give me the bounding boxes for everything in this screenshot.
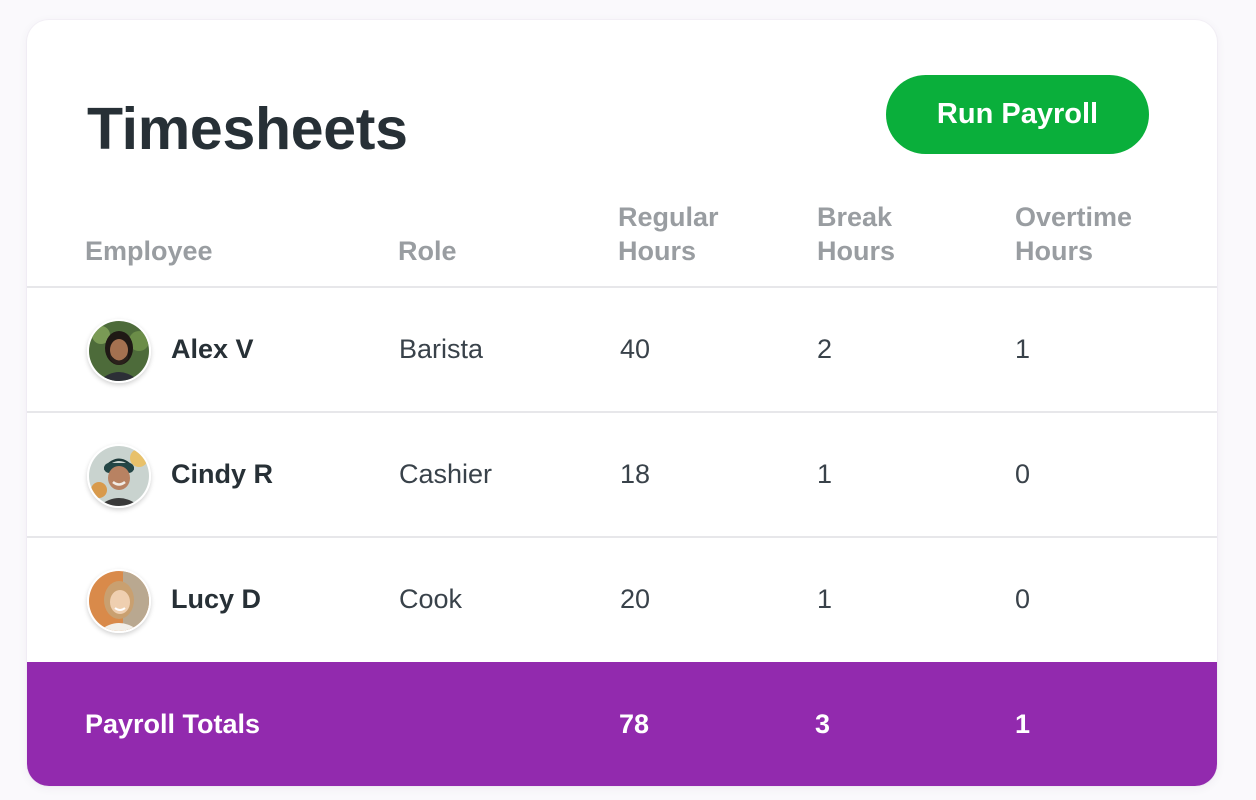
avatar (87, 444, 151, 508)
overtime-hours-value: 1 (1015, 334, 1031, 364)
row-divider (27, 411, 1217, 413)
page-title: Timesheets (87, 96, 408, 162)
payroll-totals-row: Payroll Totals 78 3 1 (27, 662, 1217, 786)
table-row[interactable]: Cindy R Cashier 18 1 0 (27, 413, 1217, 536)
run-payroll-button[interactable]: Run Payroll (886, 75, 1149, 154)
row-divider (27, 536, 1217, 538)
overtime-hours-value: 0 (1015, 459, 1031, 489)
column-header-break-hours: Break Hours (817, 202, 896, 266)
regular-hours-value: 20 (620, 584, 651, 614)
table-row[interactable]: Alex V Barista 40 2 1 (27, 288, 1217, 411)
totals-regular-hours: 78 (619, 708, 650, 739)
avatar (87, 319, 151, 383)
break-hours-value: 1 (817, 459, 833, 489)
employee-name: Alex V (171, 334, 254, 364)
column-header-employee: Employee (85, 236, 213, 266)
timesheets-card: Timesheets Run Payroll Employee Role Reg… (27, 20, 1217, 786)
column-header-role: Role (398, 236, 457, 266)
totals-overtime-hours: 1 (1015, 708, 1031, 739)
break-hours-value: 2 (817, 334, 833, 364)
column-header-regular-hours: Regular Hours (618, 202, 719, 266)
employee-name: Lucy D (171, 584, 262, 614)
regular-hours-value: 40 (620, 334, 651, 364)
employee-role: Cook (399, 584, 463, 614)
column-header-overtime-hours: Overtime Hours (1015, 202, 1133, 266)
totals-label: Payroll Totals (85, 708, 261, 739)
avatar (87, 569, 151, 633)
employee-name: Cindy R (171, 459, 274, 489)
header-divider (27, 286, 1217, 288)
overtime-hours-value: 0 (1015, 584, 1031, 614)
employee-role: Cashier (399, 459, 493, 489)
break-hours-value: 1 (817, 584, 833, 614)
table-row[interactable]: Lucy D Cook 20 1 0 (27, 538, 1217, 661)
totals-break-hours: 3 (815, 708, 831, 739)
regular-hours-value: 18 (620, 459, 651, 489)
employee-role: Barista (399, 334, 484, 364)
